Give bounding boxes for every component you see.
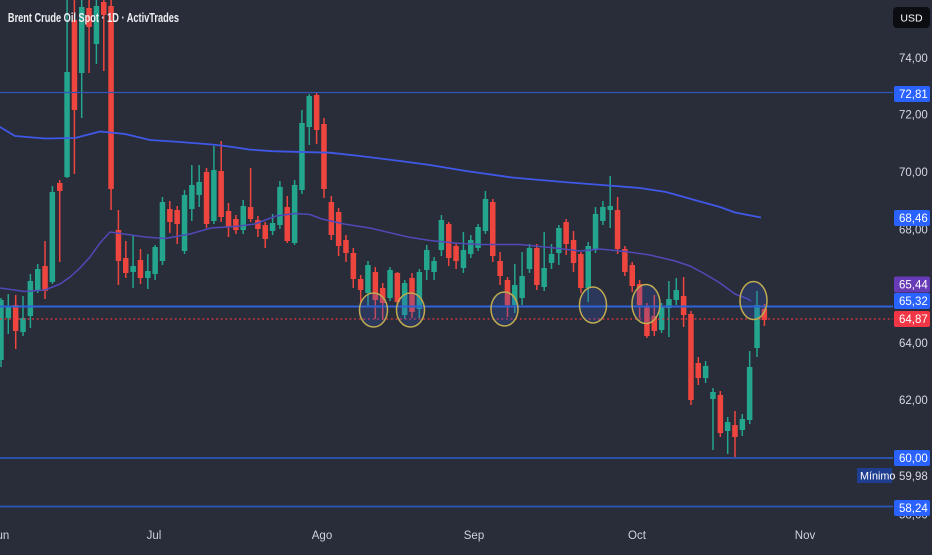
svg-text:72,00: 72,00: [899, 110, 928, 122]
svg-text:64,87: 64,87: [899, 314, 928, 326]
svg-text:72,81: 72,81: [899, 89, 928, 101]
svg-text:60,00: 60,00: [899, 453, 928, 465]
svg-text:Brent Crude Oil Spot · 1D · Ac: Brent Crude Oil Spot · 1D · ActivTrades: [8, 12, 179, 26]
svg-text:68,46: 68,46: [899, 213, 928, 225]
svg-text:68,00: 68,00: [899, 225, 928, 237]
svg-text:USD: USD: [900, 13, 923, 25]
svg-text:64,00: 64,00: [899, 338, 928, 350]
svg-text:Sep: Sep: [464, 530, 484, 542]
svg-text:70,00: 70,00: [899, 167, 928, 179]
svg-text:65,32: 65,32: [899, 296, 928, 308]
svg-text:Ago: Ago: [312, 530, 332, 542]
svg-text:Jun: Jun: [0, 530, 9, 542]
svg-text:Jul: Jul: [147, 530, 162, 542]
svg-text:65,44: 65,44: [899, 280, 928, 292]
svg-text:Oct: Oct: [628, 530, 647, 542]
svg-text:58,24: 58,24: [899, 503, 928, 515]
svg-text:62,00: 62,00: [899, 395, 928, 407]
svg-text:Nov: Nov: [795, 530, 816, 542]
svg-text:Mínimo: Mínimo: [860, 471, 895, 483]
svg-text:74,00: 74,00: [899, 53, 928, 65]
svg-text:59,98: 59,98: [899, 471, 928, 483]
